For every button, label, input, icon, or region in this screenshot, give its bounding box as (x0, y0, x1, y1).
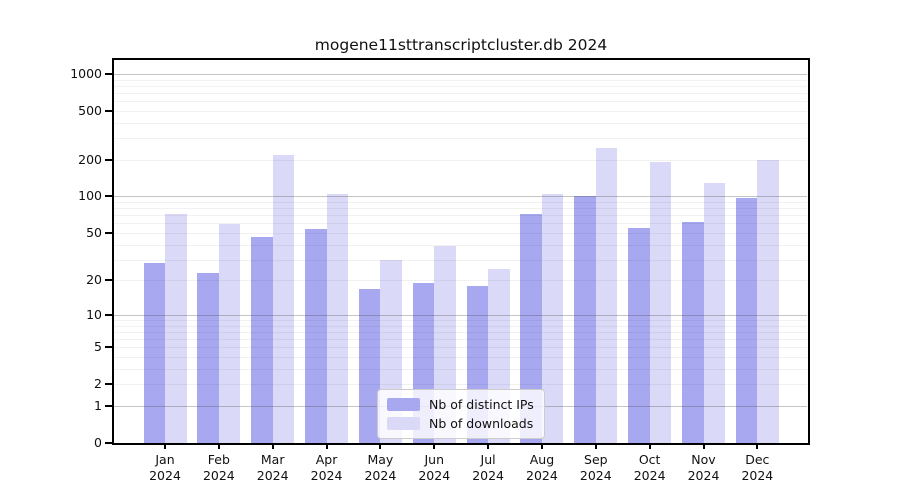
y-axis-tick (105, 231, 113, 234)
x-axis-label-jan: Jan 2024 (149, 452, 181, 483)
y-axis-tick (105, 442, 113, 444)
bar-ips-oct (628, 227, 650, 443)
x-axis-tick (325, 443, 328, 449)
y-axis-label: 500 (78, 102, 102, 118)
bar-downloads-oct (649, 161, 672, 443)
x-axis-label-aug: Aug 2024 (526, 452, 558, 483)
bar-downloads-nov (703, 182, 725, 443)
x-axis-tick (702, 443, 705, 449)
bar-ips-jan (143, 263, 165, 443)
x-axis-tick (217, 443, 220, 449)
y-axis-tick (105, 109, 113, 112)
x-axis-tick (594, 443, 597, 449)
y-axis-label: 1 (94, 397, 102, 413)
y-axis-label: 0 (94, 435, 102, 450)
bar-ips-aug (520, 213, 542, 443)
y-axis-tick (105, 279, 113, 282)
x-axis-tick (756, 443, 759, 449)
legend-row-distinct-ips: Nb of distinct IPs (387, 395, 535, 414)
x-axis-tick (379, 443, 382, 449)
y-axis-label: 2 (94, 376, 102, 392)
y-axis-label: 50 (86, 224, 102, 240)
bar-downloads-dec (757, 159, 779, 443)
x-axis-label-apr: Apr 2024 (310, 452, 343, 483)
bar-downloads-aug (541, 193, 564, 443)
x-axis-tick (487, 443, 490, 449)
x-axis-tick (164, 443, 166, 449)
y-axis-tick (105, 158, 113, 161)
y-axis-label: 5 (94, 339, 102, 355)
y-axis-tick (105, 404, 113, 407)
x-axis-label-may: May 2024 (364, 452, 397, 483)
y-axis-label: 1000 (70, 65, 102, 81)
bar-ips-nov (682, 221, 704, 443)
bars-layer (114, 60, 807, 443)
legend-swatch-downloads (387, 417, 420, 430)
x-axis-label-feb: Feb 2024 (202, 452, 235, 483)
bar-downloads-feb (218, 224, 241, 443)
bar-ips-may (358, 288, 381, 443)
legend-label-downloads: Nb of downloads (429, 416, 534, 431)
x-axis-label-dec: Dec 2024 (741, 452, 774, 483)
bar-ips-mar (251, 237, 273, 443)
x-axis-tick (271, 443, 274, 449)
bar-downloads-jan (165, 213, 187, 443)
bar-downloads-apr (326, 193, 349, 443)
x-axis-label-nov: Nov 2024 (687, 452, 720, 483)
chart-title: mogene11sttranscriptcluster.db 2024 (314, 36, 608, 54)
x-axis-label-jul: Jul 2024 (472, 452, 504, 483)
y-axis-label: 200 (78, 151, 102, 167)
legend: Nb of distinct IPs Nb of downloads (377, 389, 545, 439)
y-axis-label: 20 (86, 272, 102, 288)
y-axis-tick (105, 383, 113, 386)
bar-ips-feb (197, 273, 219, 443)
x-axis-label-jun: Jun 2024 (418, 452, 451, 483)
x-axis-label-oct: Oct 2024 (633, 452, 666, 483)
y-axis-tick (105, 313, 113, 316)
legend-swatch-distinct-ips (387, 398, 420, 411)
x-axis-tick (648, 443, 651, 449)
legend-label-distinct-ips: Nb of distinct IPs (429, 397, 534, 412)
x-axis-tick (540, 443, 543, 449)
y-axis-tick (105, 195, 113, 198)
y-axis-tick (105, 346, 113, 349)
bar-downloads-sep (595, 147, 618, 443)
bar-ips-sep (574, 195, 596, 443)
bar-ips-apr (305, 228, 327, 443)
bar-ips-dec (735, 197, 758, 443)
bar-downloads-mar (272, 154, 295, 443)
y-axis-tick (105, 72, 113, 75)
y-axis-label: 100 (78, 188, 102, 204)
y-axis-label: 10 (86, 306, 102, 322)
x-axis-label-sep: Sep 2024 (579, 452, 612, 483)
x-axis-label-mar: Mar 2024 (256, 452, 289, 483)
x-axis-tick (433, 443, 436, 449)
legend-row-downloads: Nb of downloads (387, 414, 535, 433)
